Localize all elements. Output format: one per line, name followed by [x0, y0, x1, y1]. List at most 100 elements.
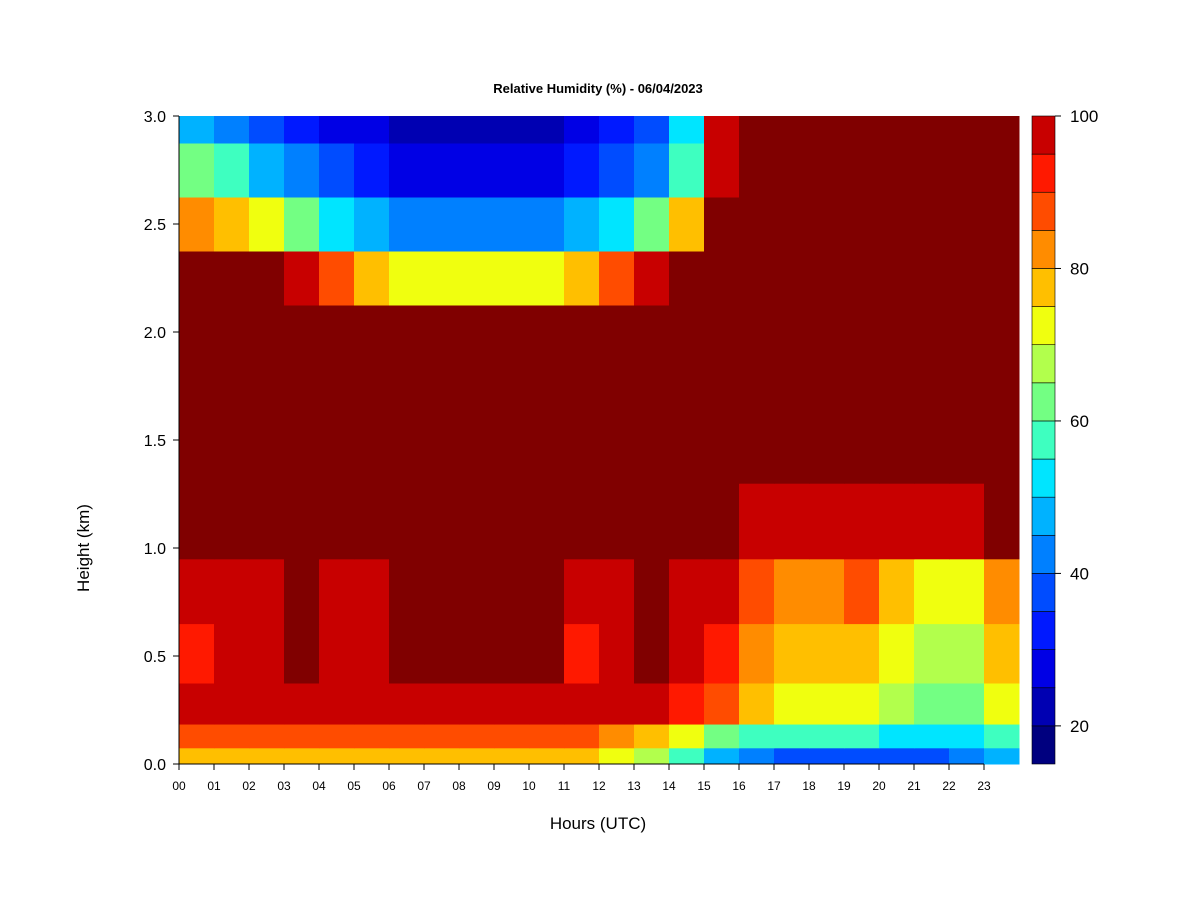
heatmap-cell	[249, 143, 285, 198]
heatmap-cell	[844, 483, 880, 560]
heatmap-cell	[424, 747, 460, 765]
heatmap-cell	[389, 386, 425, 484]
y-tick-label: 1.5	[144, 433, 166, 450]
heatmap-cell	[249, 724, 285, 749]
heatmap-cell	[529, 724, 565, 749]
y-tick-label: 2.0	[144, 325, 166, 342]
heatmap-cell	[494, 747, 530, 765]
heatmap-cell	[879, 558, 915, 625]
x-tick-label: 14	[662, 779, 676, 793]
colorbar-segment	[1031, 268, 1056, 307]
heatmap-cell	[914, 483, 950, 560]
heatmap-cell	[704, 483, 740, 560]
heatmap-cell	[949, 483, 985, 560]
heatmap-cell	[704, 623, 740, 684]
heatmap-cell	[949, 558, 985, 625]
heatmap-cell	[529, 386, 565, 484]
heatmap-cell	[634, 683, 670, 725]
heatmap-cell	[704, 558, 740, 625]
heatmap-cell	[949, 724, 985, 749]
heatmap-cell	[914, 197, 950, 252]
heatmap-cell	[914, 143, 950, 198]
colorbar-tick-label: 40	[1070, 564, 1089, 583]
heatmap-cell	[179, 483, 215, 560]
colorbar-segment	[1031, 382, 1056, 422]
heatmap-cell	[424, 558, 460, 625]
heatmap-cell	[774, 483, 810, 560]
x-tick-label: 13	[627, 779, 641, 793]
heatmap-cell	[879, 305, 915, 387]
heatmap-cell	[774, 305, 810, 387]
heatmap-cell	[214, 747, 250, 765]
heatmap-cell	[599, 143, 635, 198]
heatmap-cell	[494, 251, 530, 306]
heatmap-cell	[494, 386, 530, 484]
heatmap-cell	[669, 558, 705, 625]
heatmap-cell	[529, 683, 565, 725]
heatmap-cell	[179, 386, 215, 484]
colorbar-segment	[1031, 649, 1056, 689]
colorbar: 20 40 60 80 100	[1031, 107, 1098, 765]
heatmap-cell	[634, 747, 670, 765]
heatmap-cell	[179, 747, 215, 765]
heatmap-cell	[984, 683, 1020, 725]
heatmap-cell	[284, 116, 320, 144]
heatmap-cell	[669, 197, 705, 252]
heatmap-cell	[214, 116, 250, 144]
heatmap-cell	[179, 197, 215, 252]
x-tick-label: 12	[592, 779, 606, 793]
heatmap-cell	[319, 724, 355, 749]
heatmap-cell	[774, 116, 810, 144]
x-tick-label: 01	[207, 779, 221, 793]
heatmap-cell	[809, 724, 845, 749]
heatmap-cell	[249, 197, 285, 252]
heatmap-cell	[914, 558, 950, 625]
heatmap-cell	[459, 386, 495, 484]
y-axis-label: Height (km)	[74, 504, 93, 592]
heatmap-cell	[459, 305, 495, 387]
heatmap-cell	[949, 386, 985, 484]
heatmap-cell	[704, 116, 740, 144]
heatmap-cell	[739, 558, 775, 625]
heatmap-cell	[284, 623, 320, 684]
heatmap-cell	[564, 558, 600, 625]
heatmap-cell	[739, 197, 775, 252]
heatmap-cell	[284, 483, 320, 560]
heatmap-cell	[879, 116, 915, 144]
heatmap-cell	[424, 483, 460, 560]
heatmap-cell	[214, 251, 250, 306]
heatmap-cell	[879, 143, 915, 198]
y-tick-label: 1.0	[144, 541, 166, 558]
heatmap-cell	[599, 386, 635, 484]
heatmap-cell	[214, 197, 250, 252]
heatmap-cell	[249, 683, 285, 725]
heatmap-cell	[669, 683, 705, 725]
heatmap-cell	[249, 251, 285, 306]
heatmap-cell	[949, 197, 985, 252]
heatmap-cell	[949, 683, 985, 725]
heatmap-cell	[634, 143, 670, 198]
heatmap-cell	[354, 386, 390, 484]
heatmap-cell	[354, 558, 390, 625]
heatmap-cell	[459, 747, 495, 765]
heatmap-cell	[319, 116, 355, 144]
colorbar-segment	[1031, 725, 1056, 765]
heatmap-cell	[424, 683, 460, 725]
heatmap-cell	[389, 747, 425, 765]
colorbar-segment	[1031, 230, 1056, 269]
heatmap-cell	[179, 305, 215, 387]
heatmap-cell	[774, 251, 810, 306]
colorbar-segment	[1031, 306, 1056, 346]
heatmap-cell	[879, 683, 915, 725]
x-tick-label: 06	[382, 779, 396, 793]
heatmap-cell	[739, 747, 775, 765]
heatmap-cell	[459, 724, 495, 749]
heatmap-cell	[564, 116, 600, 144]
heatmap-cell	[249, 623, 285, 684]
heatmap-cell	[634, 197, 670, 252]
heatmap-cell	[354, 197, 390, 252]
heatmap-cell	[879, 386, 915, 484]
heatmap-cell	[634, 724, 670, 749]
x-axis: 00 01 02 03 04 05 06 07 08 09 10 11 12 13 14 15 16 17 18 19…	[172, 763, 991, 793]
